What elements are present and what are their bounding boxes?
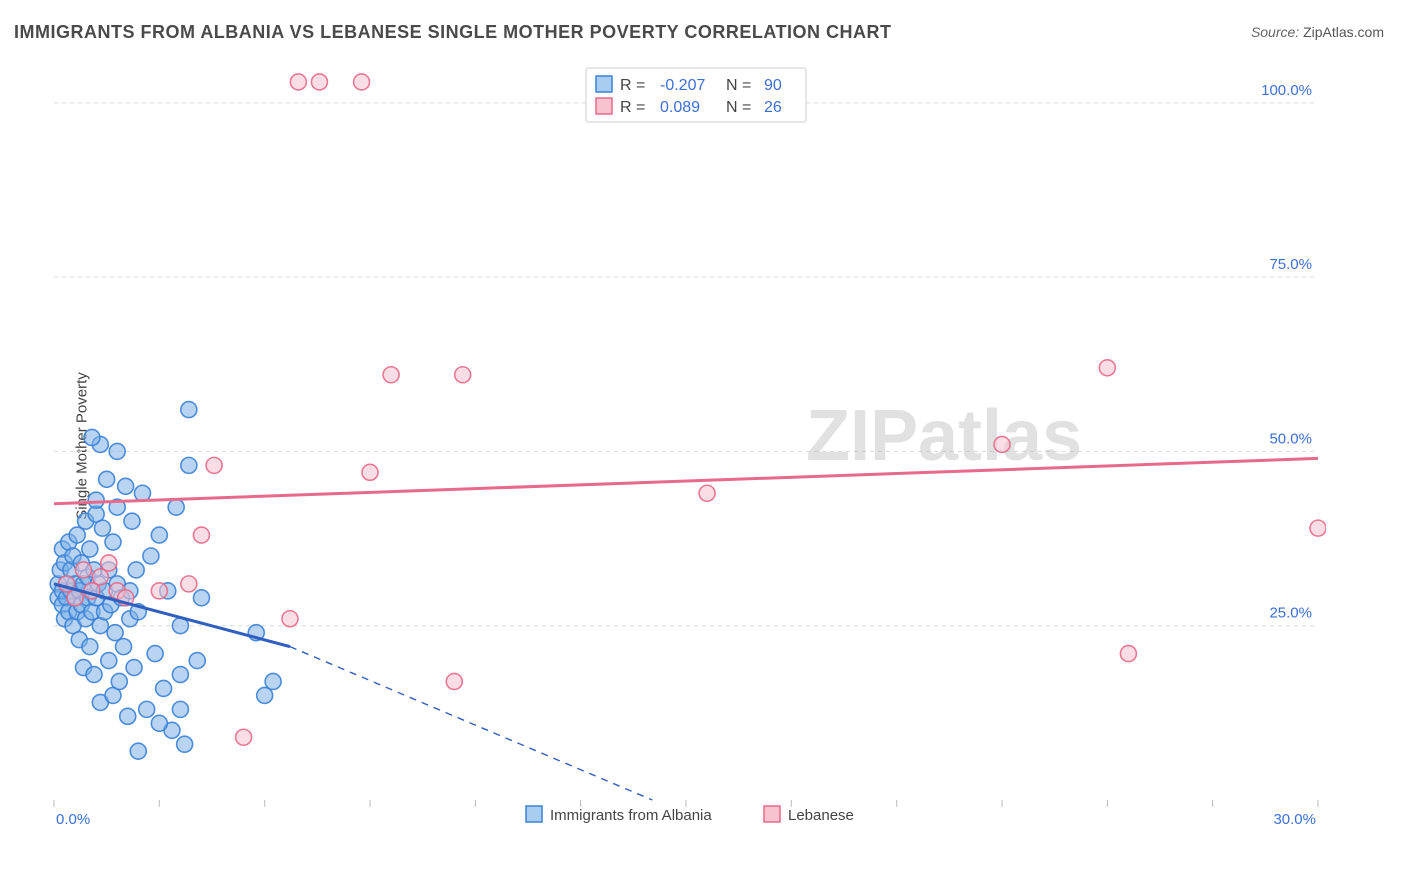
series-pink-points [59, 74, 1326, 745]
trend-lines [54, 458, 1318, 800]
data-point [92, 569, 108, 585]
data-point [139, 701, 155, 717]
data-point [118, 478, 134, 494]
data-point [94, 520, 110, 536]
data-point [143, 548, 159, 564]
svg-text:75.0%: 75.0% [1269, 256, 1312, 273]
data-point [236, 729, 252, 745]
y-tick-labels: 25.0% 50.0% 75.0% 100.0% [1261, 82, 1312, 622]
data-point [206, 457, 222, 473]
grid-lines [54, 103, 1318, 626]
source-value: ZipAtlas.com [1303, 24, 1384, 40]
source-attribution: Source: ZipAtlas.com [1251, 24, 1384, 40]
data-point [69, 527, 85, 543]
data-point [147, 646, 163, 662]
data-point [109, 443, 125, 459]
data-point [265, 673, 281, 689]
data-point [177, 736, 193, 752]
legend-correlation-box: R = -0.207 N = 90 R = 0.089 N = 26 [586, 68, 806, 122]
legend-bottom: Immigrants from Albania Lebanese [526, 806, 854, 824]
data-point [101, 653, 117, 669]
data-point [181, 576, 197, 592]
data-point [116, 639, 132, 655]
data-point [84, 429, 100, 445]
svg-text:R =: R = [620, 77, 645, 94]
data-point [1099, 360, 1115, 376]
svg-text:N =: N = [726, 99, 751, 116]
data-point [189, 653, 205, 669]
data-point [383, 367, 399, 383]
data-point [257, 687, 273, 703]
data-point [994, 436, 1010, 452]
data-point [168, 499, 184, 515]
data-point [290, 74, 306, 90]
data-point [181, 402, 197, 418]
data-point [86, 667, 102, 683]
data-point [193, 527, 209, 543]
data-point [75, 562, 91, 578]
data-point [151, 583, 167, 599]
data-point [455, 367, 471, 383]
data-point [120, 708, 136, 724]
svg-text:Lebanese: Lebanese [788, 807, 854, 824]
svg-text:30.0%: 30.0% [1273, 811, 1316, 828]
data-point [99, 471, 115, 487]
data-point [446, 673, 462, 689]
data-point [151, 715, 167, 731]
svg-text:-0.207: -0.207 [660, 77, 705, 94]
data-point [354, 74, 370, 90]
svg-text:100.0%: 100.0% [1261, 82, 1312, 99]
data-point [126, 660, 142, 676]
svg-text:0.089: 0.089 [660, 99, 700, 116]
data-point [172, 701, 188, 717]
svg-text:R =: R = [620, 99, 645, 116]
data-point [130, 743, 146, 759]
data-point [151, 527, 167, 543]
chart-title: IMMIGRANTS FROM ALBANIA VS LEBANESE SING… [14, 22, 892, 43]
svg-text:N =: N = [726, 77, 751, 94]
data-point [172, 667, 188, 683]
data-point [82, 541, 98, 557]
data-point [1120, 646, 1136, 662]
data-point [181, 457, 197, 473]
data-point [101, 555, 117, 571]
data-point [156, 680, 172, 696]
svg-text:25.0%: 25.0% [1269, 605, 1312, 622]
svg-text:Immigrants from Albania: Immigrants from Albania [550, 807, 712, 824]
data-point [362, 464, 378, 480]
watermark: ZIPatlas [806, 396, 1082, 476]
series-blue-points [50, 402, 281, 760]
svg-text:50.0%: 50.0% [1269, 430, 1312, 447]
data-point [1310, 520, 1326, 536]
data-point [111, 673, 127, 689]
data-point [124, 513, 140, 529]
x-ticks [54, 800, 1318, 807]
data-point [311, 74, 327, 90]
data-point [193, 590, 209, 606]
data-point [105, 534, 121, 550]
data-point [88, 492, 104, 508]
data-point [82, 639, 98, 655]
data-point [128, 562, 144, 578]
svg-text:90: 90 [764, 77, 782, 94]
data-point [107, 625, 123, 641]
source-label: Source: [1251, 24, 1303, 40]
data-point [699, 485, 715, 501]
svg-text:26: 26 [764, 99, 782, 116]
svg-text:0.0%: 0.0% [56, 811, 90, 828]
data-point [282, 611, 298, 627]
axes [54, 68, 1318, 800]
scatter-plot: 25.0% 50.0% 75.0% 100.0% 0.0% 30.0% ZIPatlas… [46, 60, 1326, 830]
